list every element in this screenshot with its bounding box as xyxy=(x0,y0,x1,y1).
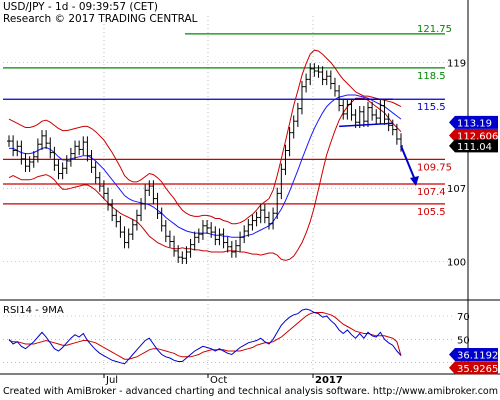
forecast-arrowhead xyxy=(410,175,419,186)
level-label: 107.4 xyxy=(417,187,446,198)
rsi-tag-ma-pointer xyxy=(449,361,455,375)
price-tag-close-bg xyxy=(455,139,498,153)
rsi-tick-label: 70 xyxy=(457,312,470,323)
price-tag-close-pointer xyxy=(449,139,455,153)
channel-lower xyxy=(339,122,393,128)
level-label: 121.75 xyxy=(417,24,452,35)
price-tag-ma-bg xyxy=(455,115,498,129)
rsi-line xyxy=(8,308,402,365)
rsi-title: RSI14 - 9MA xyxy=(3,305,64,316)
forecast-arrow xyxy=(400,145,416,181)
level-label: 105.5 xyxy=(417,207,446,218)
price-tag-ma: 113.19 xyxy=(457,118,492,129)
y-tick-label: 119 xyxy=(447,59,466,70)
rsi-tag-value: 36.1192 xyxy=(457,351,498,362)
price-tag-band-bg xyxy=(455,129,498,143)
rsi-tick-label: 50 xyxy=(457,335,470,346)
x-tick-label: Jul xyxy=(105,375,118,386)
level-label: 115.5 xyxy=(417,102,446,113)
moving-average xyxy=(9,94,402,238)
rsi-ma-line xyxy=(8,312,402,360)
footer-credit: Created with AmiBroker - advanced charti… xyxy=(3,386,498,397)
chart-title: USD/JPY - 1d - 09:39:57 (CET) xyxy=(3,1,158,13)
price-tag-close: 111.04 xyxy=(457,142,492,153)
x-tick-label: Oct xyxy=(210,375,227,386)
price-tag-band: 112.606 xyxy=(457,132,498,143)
rsi-tag-ma-bg xyxy=(455,361,498,375)
price-tag-ma-pointer xyxy=(449,115,455,129)
x-tick-label: 2017 xyxy=(315,375,343,386)
y-tick-label: 107 xyxy=(447,184,466,195)
chart-copyright: Research © 2017 TRADING CENTRAL xyxy=(3,13,198,25)
bollinger-upper xyxy=(8,49,402,225)
y-tick-label: 100 xyxy=(447,257,466,268)
bollinger-lower xyxy=(8,97,402,261)
price-tag-band-pointer xyxy=(449,129,455,143)
rsi-tag-ma: 35.9265 xyxy=(457,364,498,375)
rsi-tag-value-pointer xyxy=(449,348,455,362)
rsi-tag-value-bg xyxy=(455,348,498,362)
level-label: 109.75 xyxy=(417,162,452,173)
level-label: 118.5 xyxy=(417,71,446,82)
